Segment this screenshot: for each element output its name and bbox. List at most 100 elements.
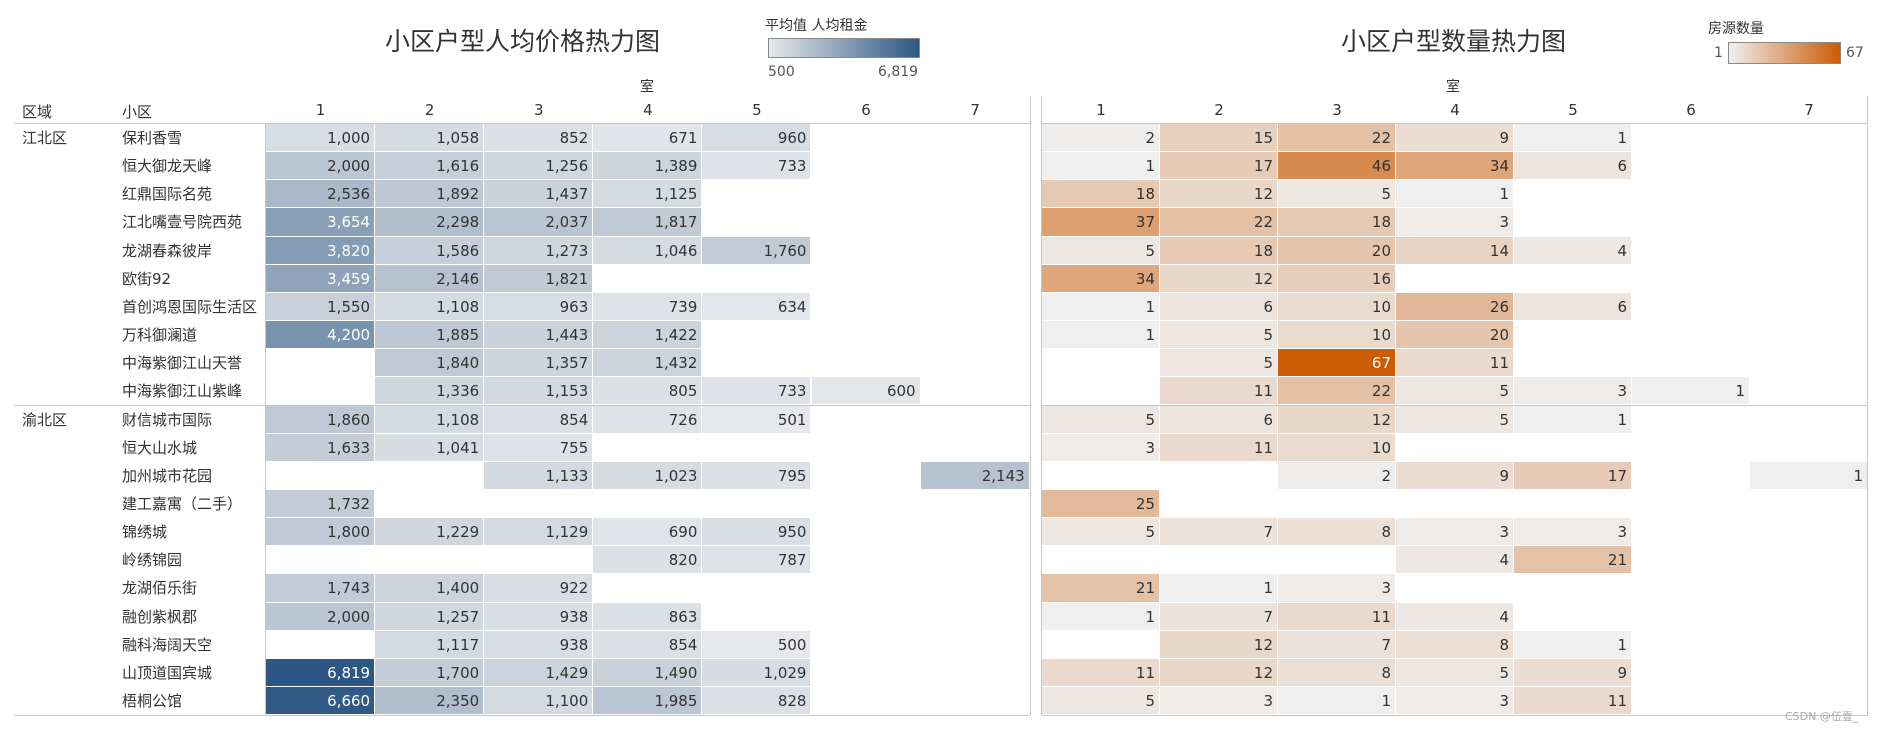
- label-column-divider: [265, 124, 266, 715]
- price-cell: 805: [593, 377, 703, 406]
- price-cell: 726: [593, 405, 703, 434]
- price-cell: 1,133: [484, 461, 594, 490]
- count-cell: 3: [1396, 208, 1514, 237]
- count-cell: 18: [1160, 236, 1278, 265]
- count-cell: 10: [1278, 433, 1396, 462]
- community-label: 加州城市花园: [122, 466, 213, 485]
- region-label: 江北区: [22, 129, 68, 147]
- price-cell: 938: [484, 602, 594, 631]
- community-label: 龙湖春森彼岸: [122, 241, 213, 260]
- price-cell: 1,885: [375, 321, 485, 350]
- count-cell: 3: [1514, 518, 1632, 547]
- price-cell: 1,821: [484, 264, 594, 293]
- price-cell: 1,108: [375, 405, 485, 434]
- count-cell: 5: [1396, 377, 1514, 406]
- count-cell: 15: [1160, 124, 1278, 153]
- count-cell: 10: [1278, 321, 1396, 350]
- count-cell: 3: [1042, 433, 1160, 462]
- count-cell: 9: [1396, 124, 1514, 153]
- count-cell: 5: [1396, 658, 1514, 687]
- price-cell: 1,616: [375, 152, 485, 181]
- count-cell: 1: [1160, 574, 1278, 603]
- price-cell: 1,023: [593, 461, 703, 490]
- count-cell: 67: [1278, 349, 1396, 378]
- count-cell: 5: [1278, 180, 1396, 209]
- price-cell: 1,400: [375, 574, 485, 603]
- count-cell: 8: [1278, 518, 1396, 547]
- count-cell: 3: [1396, 687, 1514, 716]
- column-header-5: 5: [1568, 101, 1578, 119]
- price-cell: 787: [702, 546, 812, 575]
- price-cell: 600: [811, 377, 921, 406]
- right-legend-max: 67: [1846, 45, 1864, 61]
- price-cell: 500: [702, 630, 812, 659]
- community-label: 恒大御龙天峰: [122, 157, 213, 176]
- price-cell: 2,000: [266, 152, 376, 181]
- count-cell: 11: [1278, 602, 1396, 631]
- price-cell: 1,117: [375, 630, 485, 659]
- price-cell: 795: [702, 461, 812, 490]
- price-cell: 1,389: [593, 152, 703, 181]
- column-header-2: 2: [424, 101, 435, 119]
- price-cell: 2,000: [266, 602, 376, 631]
- count-cell: 5: [1042, 687, 1160, 716]
- count-cell: 11: [1160, 433, 1278, 462]
- price-cell: 1,336: [375, 377, 485, 406]
- price-cell: 1,985: [593, 687, 703, 716]
- price-cell: 1,256: [484, 152, 594, 181]
- price-cell: 1,429: [484, 658, 594, 687]
- price-cell: 1,046: [593, 236, 703, 265]
- price-cell: 820: [593, 546, 703, 575]
- count-cell: 9: [1396, 461, 1514, 490]
- count-cell: 34: [1042, 264, 1160, 293]
- price-heatmap: 1,000 1,058 852 671 960 2,000 1,616 1,256 1,389 7…: [266, 124, 1030, 716]
- price-cell: 1,700: [375, 658, 485, 687]
- price-cell: 4,200: [266, 321, 376, 350]
- price-cell: 1,586: [375, 236, 485, 265]
- region-header: 区域: [22, 103, 53, 121]
- price-cell: 950: [702, 518, 812, 547]
- price-cell: 1,633: [266, 433, 376, 462]
- count-cell: 10: [1278, 292, 1396, 322]
- count-cell: 21: [1514, 546, 1632, 575]
- price-cell: 1,860: [266, 405, 376, 434]
- count-cell: 11: [1160, 377, 1278, 406]
- region-labels: 江北区 渝北区: [22, 124, 112, 715]
- price-cell: 1,058: [375, 124, 485, 153]
- price-cell: 1,100: [484, 687, 594, 716]
- count-cell: 1: [1632, 377, 1750, 406]
- count-cell: 17: [1514, 461, 1632, 490]
- right-legend-gradient: [1728, 42, 1841, 64]
- price-cell: 1,153: [484, 377, 594, 406]
- count-cell: 11: [1514, 687, 1632, 716]
- price-cell: 854: [484, 405, 594, 434]
- count-cell: 12: [1160, 630, 1278, 659]
- count-cell: 2: [1278, 461, 1396, 490]
- price-cell: 1,437: [484, 180, 594, 209]
- count-cell: 25: [1042, 489, 1160, 519]
- column-header-4: 4: [643, 101, 653, 119]
- price-cell: 690: [593, 518, 703, 547]
- column-header-6: 6: [1686, 101, 1696, 119]
- left-legend-gradient: [768, 38, 920, 58]
- count-cell: 1: [1396, 180, 1514, 209]
- count-heatmap: 2 15 22 9 1 1 17 46 34 6 18 12 5 1 37 22 18 3 5 18 20 14 4 34 12…: [1042, 124, 1868, 716]
- price-cell: 501: [702, 405, 812, 434]
- community-label: 中海紫御江山天誉: [122, 354, 243, 373]
- header-underline-left: [14, 123, 1030, 124]
- count-cell: 26: [1396, 292, 1514, 322]
- count-cell: 9: [1514, 658, 1632, 687]
- price-cell: 2,536: [266, 180, 376, 209]
- count-cell: 11: [1396, 349, 1514, 378]
- community-label: 保利香雪: [122, 129, 183, 147]
- price-cell: 1,273: [484, 236, 594, 265]
- region-label: 渝北区: [22, 410, 68, 429]
- price-cell: 739: [593, 292, 703, 322]
- community-label: 龙湖佰乐街: [122, 579, 198, 598]
- count-cell: 22: [1160, 208, 1278, 237]
- count-cell: 4: [1396, 546, 1514, 575]
- community-label: 财信城市国际: [122, 410, 213, 429]
- community-label: 建工嘉寓（二手）: [122, 494, 243, 513]
- count-cell: 7: [1278, 630, 1396, 659]
- right-x-axis-title: 室: [1446, 79, 1460, 95]
